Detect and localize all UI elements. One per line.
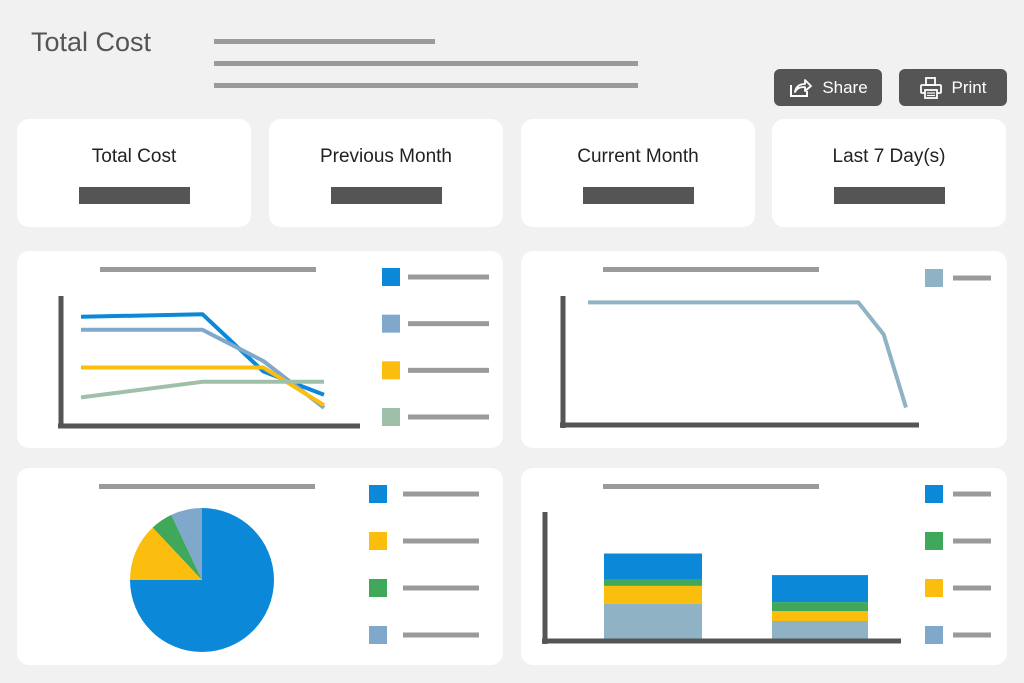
- chart-title-placeholder: [603, 484, 819, 489]
- pie-chart-panel: [17, 468, 503, 665]
- share-button-label: Share: [822, 77, 868, 97]
- legend-swatch: [382, 408, 400, 426]
- share-icon: [790, 78, 813, 97]
- bar-segment: [772, 602, 868, 612]
- print-button[interactable]: Print: [899, 69, 1007, 106]
- bar-segment: [772, 621, 868, 639]
- description-placeholder-line: [214, 61, 638, 66]
- printer-icon: [919, 76, 942, 99]
- legend-swatch: [382, 314, 400, 333]
- line-chart: [58, 267, 489, 429]
- legend-swatch: [382, 268, 400, 286]
- legend-label-placeholder: [953, 632, 991, 638]
- legend-swatch: [369, 532, 387, 550]
- share-button[interactable]: Share: [774, 69, 882, 106]
- bar-segment: [604, 579, 702, 586]
- stat-label: Total Cost: [91, 146, 177, 167]
- line-chart-panel: [17, 251, 503, 448]
- legend-label-placeholder: [408, 414, 489, 420]
- pie-slice: [152, 514, 202, 580]
- legend-swatch: [925, 579, 943, 597]
- stat-card-total-cost: Total Cost: [17, 119, 251, 227]
- print-button-label: Print: [951, 77, 987, 97]
- legend-label-placeholder: [403, 491, 479, 497]
- legend-swatch: [925, 269, 943, 287]
- legend-label-placeholder: [403, 585, 479, 591]
- stat-label: Current Month: [577, 146, 699, 167]
- legend-swatch: [925, 532, 943, 550]
- pie-chart: [99, 484, 479, 652]
- stat-value-placeholder: [583, 187, 694, 204]
- legend-label-placeholder: [403, 632, 479, 638]
- legend-label-placeholder: [953, 275, 991, 281]
- legend-swatch: [369, 485, 387, 503]
- bar-chart-panel: [521, 468, 1007, 665]
- legend-label-placeholder: [953, 538, 991, 544]
- bar-segment: [604, 603, 702, 639]
- chart-title-placeholder: [99, 484, 315, 489]
- stat-card-previous-month: Previous Month: [269, 119, 503, 227]
- line-chart: [560, 267, 991, 428]
- description-placeholder-line: [214, 83, 638, 88]
- page-title: Total Cost: [31, 27, 152, 57]
- legend-label-placeholder: [408, 274, 489, 280]
- bar-segment: [604, 553, 702, 580]
- pie-slice: [130, 527, 202, 580]
- series-line: [81, 365, 326, 407]
- legend-label-placeholder: [403, 538, 479, 544]
- bar-segment: [772, 611, 868, 621]
- stat-label: Previous Month: [319, 146, 452, 167]
- description-placeholder-line: [214, 39, 435, 44]
- bar-segment: [772, 575, 868, 603]
- chart-title-placeholder: [603, 267, 819, 272]
- legend-label-placeholder: [953, 585, 991, 591]
- legend-swatch: [925, 485, 943, 503]
- stacked-bar-chart: [542, 484, 991, 644]
- stat-value-placeholder: [79, 187, 190, 204]
- legend-label-placeholder: [408, 321, 489, 327]
- series-line: [80, 379, 324, 400]
- legend-swatch: [369, 626, 387, 644]
- legend-label-placeholder: [408, 367, 489, 373]
- bar-segment: [604, 585, 702, 604]
- legend-label-placeholder: [953, 491, 991, 497]
- chart-title-placeholder: [100, 267, 316, 272]
- stat-card-current-month: Current Month: [521, 119, 755, 227]
- legend-swatch: [369, 579, 387, 597]
- stat-value-placeholder: [331, 187, 442, 204]
- stat-value-placeholder: [834, 187, 945, 204]
- legend-swatch: [382, 361, 400, 380]
- stat-card-last-7-days: Last 7 Day(s): [772, 119, 1006, 227]
- series-line: [588, 300, 908, 409]
- line-chart-panel: [521, 251, 1007, 448]
- stat-label: Last 7 Day(s): [832, 146, 946, 167]
- legend-swatch: [925, 626, 943, 644]
- pie-slice: [171, 508, 202, 580]
